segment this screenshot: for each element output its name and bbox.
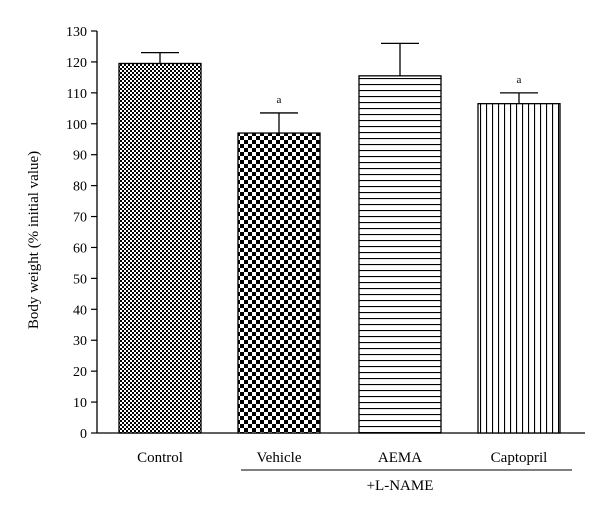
x-tick-label: Control: [137, 450, 183, 466]
y-tick-label: 20: [73, 365, 87, 380]
labels: 0 10 20 30 40 50 60 70 80 90 100 110 120 130 Control a V…: [66, 25, 547, 466]
bar-control: [118, 62, 202, 434]
x-tick-label: Vehicle: [257, 450, 302, 466]
x-tick-label: AEMA: [378, 450, 422, 466]
group-label: +L-NAME: [367, 478, 434, 494]
y-tick-label: 50: [73, 272, 87, 287]
bars: [118, 42, 561, 434]
x-tick-label: Captopril: [491, 450, 548, 466]
y-tick-label: 100: [66, 118, 87, 133]
y-tick-label: 80: [73, 180, 87, 195]
bar-aema: [358, 75, 442, 434]
bar-vehicle: [237, 132, 321, 434]
y-tick-label: 10: [73, 396, 87, 411]
significance-label: a: [277, 94, 282, 106]
significance-label: a: [517, 74, 522, 86]
y-tick-label: 120: [66, 56, 87, 71]
y-tick-label: 60: [73, 241, 87, 256]
y-tick-label: 30: [73, 334, 87, 349]
y-tick-label: 70: [73, 211, 87, 226]
y-tick-label: 90: [73, 149, 87, 164]
y-tick-label: 40: [73, 303, 87, 318]
y-tick-label: 110: [67, 87, 87, 102]
y-tick-label: 130: [66, 25, 87, 40]
bar-captopril: [477, 103, 561, 434]
y-tick-label: 0: [80, 427, 87, 442]
y-axis-label: Body weight (% initial value): [26, 151, 42, 329]
